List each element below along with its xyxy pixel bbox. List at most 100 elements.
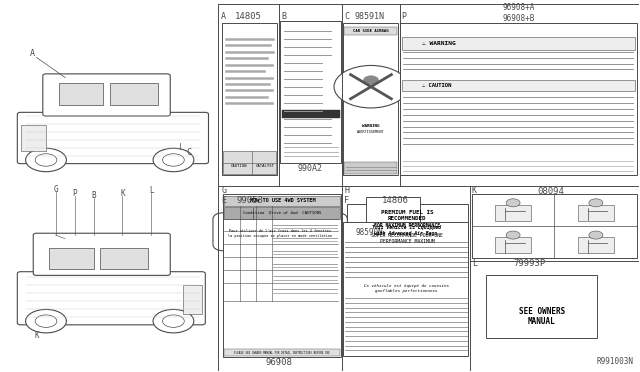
Bar: [400, 23, 637, 174]
Text: Pour utiliser de l'air frais dans les 4 fenetres: Pour utiliser de l'air frais dans les 4 …: [230, 229, 332, 233]
Text: 990A2: 990A2: [298, 164, 323, 173]
Text: This Vehicle Is Equipped: This Vehicle Is Equipped: [372, 225, 440, 230]
Text: Condition  Drive of 4wd  CAUTIONS: Condition Drive of 4wd CAUTIONS: [243, 211, 321, 215]
Text: C: C: [344, 12, 349, 21]
Text: MANUAL: MANUAL: [528, 317, 556, 326]
Circle shape: [35, 315, 57, 327]
Bar: [366, 197, 420, 222]
Bar: [225, 196, 340, 206]
Text: 98591N: 98591N: [355, 12, 385, 21]
Bar: [59, 83, 103, 105]
Text: P: P: [72, 189, 77, 198]
Text: CATALYST: CATALYST: [255, 164, 275, 168]
Text: K: K: [472, 186, 477, 195]
Text: 96908: 96908: [266, 358, 292, 367]
Bar: [472, 194, 637, 258]
Bar: [183, 285, 202, 314]
Text: 14805: 14805: [235, 12, 262, 21]
FancyBboxPatch shape: [43, 74, 170, 116]
Text: 96908+A
96908+B: 96908+A 96908+B: [502, 3, 535, 23]
Circle shape: [506, 199, 520, 207]
Circle shape: [26, 148, 67, 172]
Text: P: P: [401, 12, 406, 21]
Circle shape: [153, 310, 194, 333]
Bar: [578, 205, 614, 221]
Bar: [280, 22, 341, 163]
FancyBboxPatch shape: [213, 213, 348, 251]
Text: ⚠ CAUTION: ⚠ CAUTION: [422, 83, 451, 89]
Circle shape: [589, 199, 603, 207]
Circle shape: [506, 231, 520, 239]
Text: A: A: [221, 12, 226, 21]
Bar: [402, 37, 636, 50]
Text: L: L: [149, 186, 154, 195]
Text: B: B: [282, 12, 287, 21]
Bar: [343, 222, 468, 356]
Circle shape: [334, 65, 408, 108]
Text: R991003N: R991003N: [596, 357, 634, 366]
Text: G: G: [221, 186, 226, 195]
Text: SUPER RECOMMANDÉ POUR UNE: SUPER RECOMMANDÉ POUR UNE: [371, 232, 444, 238]
Circle shape: [35, 154, 57, 166]
Text: PERFORMANCE MAXIMUM: PERFORMANCE MAXIMUM: [380, 239, 435, 244]
Text: C: C: [187, 148, 192, 157]
Text: G: G: [53, 185, 58, 194]
Bar: [495, 205, 531, 221]
Text: Ce véhicule est équipé de coussins: Ce véhicule est équipé de coussins: [364, 283, 449, 288]
Circle shape: [163, 154, 184, 166]
Bar: [100, 247, 148, 269]
Circle shape: [153, 148, 194, 172]
Bar: [225, 349, 340, 356]
Bar: [486, 275, 597, 339]
Text: with Advanced Air Bags: with Advanced Air Bags: [374, 231, 438, 236]
Text: 08094: 08094: [537, 187, 564, 196]
Bar: [282, 110, 340, 118]
Text: 14806: 14806: [381, 196, 408, 205]
Bar: [347, 204, 468, 255]
Circle shape: [589, 231, 603, 239]
Text: HOW TO USE 4WD SYSTEM: HOW TO USE 4WD SYSTEM: [250, 199, 316, 203]
Circle shape: [163, 315, 184, 327]
Bar: [225, 207, 340, 219]
Circle shape: [26, 310, 67, 333]
FancyBboxPatch shape: [33, 233, 170, 275]
Text: K: K: [120, 189, 125, 198]
Text: FOR MAXIMUM PERFORMANCE: FOR MAXIMUM PERFORMANCE: [374, 223, 440, 228]
Text: 79993P: 79993P: [513, 259, 545, 268]
Text: PLEASE SEE OWNERS MANUAL FOR DETAIL INSTRUCTIONS BEFORE USE: PLEASE SEE OWNERS MANUAL FOR DETAIL INST…: [234, 351, 330, 355]
Bar: [223, 151, 276, 174]
Text: SEE OWNERS: SEE OWNERS: [518, 308, 565, 317]
Circle shape: [364, 76, 379, 84]
Text: CAR SIDE AIRBAG: CAR SIDE AIRBAG: [353, 29, 388, 33]
Text: RECOMMENDED: RECOMMENDED: [388, 217, 426, 221]
Text: K: K: [34, 331, 39, 340]
Bar: [344, 28, 397, 35]
Text: AVERTISSEMENT: AVERTISSEMENT: [357, 130, 385, 134]
Text: 99053: 99053: [236, 196, 263, 205]
Bar: [578, 237, 614, 253]
Bar: [49, 247, 94, 269]
Text: PREMIUM FUEL IS: PREMIUM FUEL IS: [381, 210, 433, 215]
Bar: [109, 83, 157, 105]
Text: 98590N: 98590N: [355, 228, 383, 237]
Bar: [402, 80, 636, 92]
Text: A: A: [29, 49, 35, 58]
Text: ⚠ WARNING: ⚠ WARNING: [422, 41, 456, 46]
Bar: [344, 162, 397, 174]
Text: la position occupee se placer en mode ventilation: la position occupee se placer en mode ve…: [228, 234, 333, 238]
Text: L: L: [472, 259, 477, 268]
Bar: [223, 194, 341, 357]
Text: F: F: [344, 196, 349, 205]
Text: H: H: [344, 186, 349, 195]
FancyBboxPatch shape: [17, 112, 209, 164]
Text: WARNING: WARNING: [362, 124, 380, 128]
Text: B: B: [92, 191, 96, 200]
FancyBboxPatch shape: [17, 272, 205, 325]
Bar: [20, 125, 46, 151]
Text: E: E: [221, 196, 226, 205]
Bar: [222, 23, 277, 174]
Text: gonflables perfectionnees: gonflables perfectionnees: [375, 289, 437, 293]
Bar: [343, 23, 398, 174]
Text: CAUTION: CAUTION: [231, 164, 248, 168]
Bar: [495, 237, 531, 253]
